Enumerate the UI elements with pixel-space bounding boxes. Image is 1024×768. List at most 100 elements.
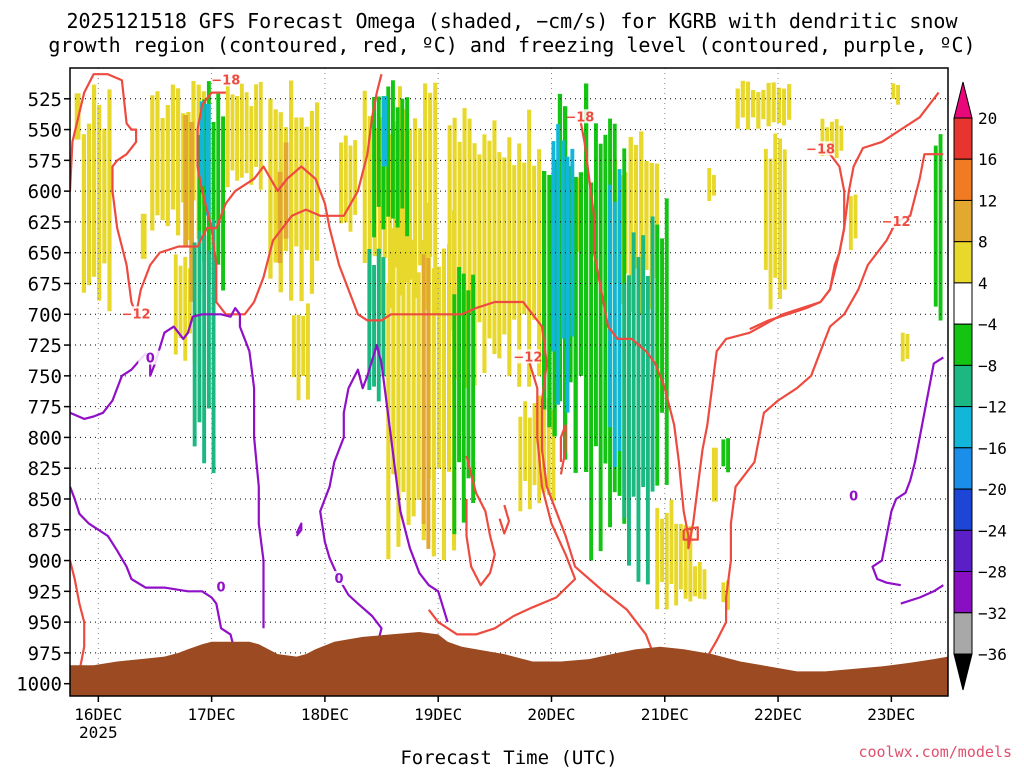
omega-streak bbox=[726, 580, 730, 610]
omega-streak bbox=[150, 95, 155, 231]
omega-streak bbox=[367, 116, 372, 312]
freezing-contour-line bbox=[900, 584, 944, 605]
colorbar-label: −20 bbox=[978, 480, 1007, 499]
omega-streak bbox=[386, 86, 391, 217]
omega-streak bbox=[834, 119, 839, 158]
snow-growth-contour-line bbox=[70, 73, 666, 673]
omega-streak bbox=[848, 196, 853, 251]
omega-streak bbox=[402, 109, 407, 283]
snow-growth-contour-line bbox=[682, 526, 699, 541]
omega-streak bbox=[683, 568, 688, 594]
credit-text: coolwx.com/models bbox=[858, 743, 1012, 761]
omega-streak bbox=[206, 250, 211, 409]
omega-streak bbox=[211, 219, 216, 474]
y-tick-label: 550 bbox=[28, 120, 62, 142]
omega-streak bbox=[693, 566, 697, 597]
omega-streak bbox=[522, 162, 527, 315]
omega-streak bbox=[471, 274, 476, 503]
omega-streak bbox=[436, 266, 441, 469]
omega-streak bbox=[839, 125, 844, 151]
omega-streak bbox=[933, 145, 938, 307]
y-tick-label: 675 bbox=[28, 273, 62, 295]
omega-streak bbox=[107, 89, 112, 312]
omega-streak bbox=[589, 182, 594, 561]
omega-streak bbox=[745, 81, 751, 130]
terrain bbox=[70, 632, 948, 696]
omega-streak bbox=[81, 134, 86, 293]
omega-streak bbox=[86, 123, 92, 286]
omega-streak bbox=[301, 316, 306, 376]
omega-streak bbox=[309, 111, 315, 294]
omega-streak bbox=[688, 526, 693, 597]
y-tick-label: 525 bbox=[28, 89, 62, 111]
contour-label-bg bbox=[138, 350, 163, 365]
omega-streak bbox=[249, 106, 254, 185]
omega-streak bbox=[563, 106, 568, 460]
omega-streak bbox=[178, 265, 183, 339]
snow-growth-contour-label: −18 bbox=[565, 110, 594, 125]
freezing-contour-label: 0 bbox=[217, 581, 226, 596]
omega-streak bbox=[627, 275, 631, 566]
omega-streak bbox=[216, 93, 221, 265]
freezing-contour-label: 0 bbox=[849, 490, 858, 505]
omega-streak bbox=[299, 117, 304, 302]
contour-label-bg bbox=[515, 349, 540, 364]
omega-streak bbox=[183, 256, 188, 361]
freezing-contour-line bbox=[70, 307, 265, 629]
omega-streak bbox=[413, 118, 418, 299]
colorbar-label: −8 bbox=[978, 356, 997, 375]
omega-streak bbox=[395, 107, 400, 228]
omega-streak bbox=[527, 417, 532, 510]
omega-streak bbox=[598, 143, 603, 552]
omega-streak bbox=[584, 83, 589, 472]
omega-streak bbox=[211, 122, 216, 277]
x-tick-label: 17DEC bbox=[188, 705, 236, 724]
omega-streak bbox=[542, 171, 547, 410]
omega-streak bbox=[546, 398, 551, 496]
colorbar-segment bbox=[953, 406, 973, 449]
omega-streak bbox=[660, 518, 664, 583]
colorbar-label: −32 bbox=[978, 604, 1007, 623]
omega-streak bbox=[277, 171, 283, 264]
omega-streak bbox=[768, 158, 773, 310]
colorbar-segment bbox=[953, 158, 973, 201]
colorbar-segment bbox=[953, 529, 973, 572]
omega-streak bbox=[532, 403, 537, 486]
y-tick-label: 650 bbox=[28, 243, 62, 265]
freezing-contour-line bbox=[871, 356, 944, 587]
y-tick-label: 625 bbox=[28, 212, 62, 234]
omega-streak bbox=[507, 137, 512, 377]
omega-streak bbox=[416, 272, 421, 500]
omega-streak bbox=[537, 149, 542, 377]
colorbar-segment bbox=[953, 364, 973, 408]
omega-streak bbox=[556, 124, 561, 405]
omega-streak bbox=[782, 149, 787, 290]
colorbar-segment bbox=[953, 323, 973, 366]
colorbar-segment bbox=[953, 241, 973, 284]
x-tick-label: 16DEC bbox=[74, 705, 122, 724]
omega-streak bbox=[664, 198, 669, 485]
omega-streak bbox=[406, 193, 411, 525]
omega-streak bbox=[173, 254, 178, 355]
omega-streak bbox=[655, 507, 660, 610]
omega-streak bbox=[771, 82, 776, 123]
freezing-contour-label: 0 bbox=[335, 572, 344, 587]
omega-streak bbox=[304, 126, 309, 251]
omega-streak bbox=[472, 143, 477, 386]
omega-streak bbox=[181, 113, 186, 203]
omega-streak bbox=[622, 283, 627, 519]
snow-growth-contours: −12 −12 −12 −18 −18 −18 bbox=[70, 72, 944, 673]
colorbar-top-arrow bbox=[953, 81, 973, 119]
omega-streak bbox=[712, 447, 718, 502]
snow-growth-contour-label: −12 bbox=[122, 307, 151, 322]
omega-streak bbox=[905, 333, 910, 359]
contour-label-bg bbox=[808, 141, 833, 156]
colorbar-label: 20 bbox=[978, 109, 997, 128]
omega-streak bbox=[353, 140, 358, 215]
omega-streak bbox=[387, 134, 392, 309]
omega-streak bbox=[348, 145, 353, 232]
omega-streak bbox=[655, 224, 660, 486]
omega-streak bbox=[565, 156, 570, 413]
colorbar-segment bbox=[953, 282, 973, 325]
omega-streak bbox=[97, 104, 102, 301]
